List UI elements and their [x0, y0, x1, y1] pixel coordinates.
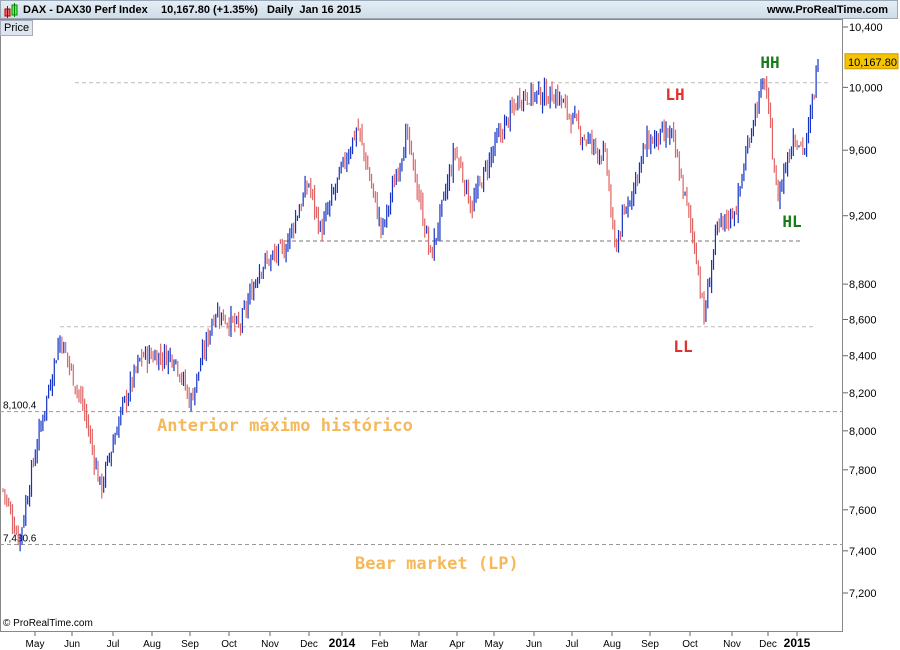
y-tick-label: 8,200: [849, 388, 877, 400]
y-tick-label: 10,000: [849, 82, 883, 94]
x-tick-label: Aug: [603, 639, 621, 650]
x-tick-label: Dec: [300, 639, 318, 650]
period-date: Daily Jan 16 2015: [267, 4, 362, 16]
last-price-change: 10,167.80 (+1.35%): [161, 4, 258, 16]
annotation-hl: HL: [782, 212, 801, 231]
y-tick-label: 8,400: [849, 351, 877, 363]
instrument-title: DAX - DAX30 Perf Index: [23, 4, 148, 16]
y-tick-label: 9,600: [849, 145, 877, 157]
price-tab[interactable]: Price: [0, 20, 34, 36]
x-tick-label: Jul: [107, 639, 120, 650]
x-tick-label: Oct: [682, 639, 698, 650]
x-tick-label: Nov: [261, 639, 279, 650]
x-tick-label: Sep: [641, 639, 659, 650]
annotation-ll: LL: [673, 337, 692, 356]
candlestick-icon: [4, 3, 18, 18]
last-price-box: [844, 53, 899, 70]
y-tick-label: 8,800: [849, 279, 877, 291]
x-tick-label: Jun: [64, 639, 80, 650]
y-tick-label: 8,000: [849, 426, 877, 438]
y-tick-label: 7,400: [849, 546, 877, 558]
y-tick-label: 7,600: [849, 505, 877, 517]
x-tick-label: Oct: [221, 639, 237, 650]
site-link[interactable]: www.ProRealTime.com: [767, 4, 889, 16]
x-tick-label: May: [26, 639, 45, 650]
annotation-hh: HH: [760, 53, 779, 72]
x-tick-label: Mar: [410, 639, 428, 650]
x-tick-label: 2014: [329, 636, 356, 650]
x-tick-label: Dec: [759, 639, 777, 650]
y-tick-label: 7,200: [849, 588, 877, 600]
x-tick-label: Aug: [143, 639, 161, 650]
plot-area[interactable]: [0, 19, 843, 632]
x-tick-label: Nov: [723, 639, 741, 650]
last-price-label: 10,167.80: [848, 57, 897, 69]
x-tick-label: Jul: [566, 639, 579, 650]
annotation-anterior-m-ximo-hist-rico: Anterior máximo histórico: [157, 416, 413, 436]
annotation-lh: LH: [665, 85, 684, 104]
x-tick-label: Apr: [449, 639, 465, 650]
x-tick-label: Feb: [371, 639, 389, 650]
x-tick-label: Sep: [181, 639, 199, 650]
annotation-bear-market-lp-: Bear market (LP): [355, 554, 519, 574]
x-tick-label: Jun: [526, 639, 542, 650]
level-label: 8,100.4: [3, 401, 37, 412]
y-tick-label: 7,800: [849, 465, 877, 477]
chart-title-bar: DAX - DAX30 Perf Index 10,167.80 (+1.35%…: [0, 0, 898, 19]
y-tick-label: 10,400: [849, 22, 883, 34]
copyright: © ProRealTime.com: [3, 618, 93, 629]
y-tick-label: 8,600: [849, 315, 877, 327]
y-tick-label: 9,200: [849, 211, 877, 223]
x-tick-label: 2015: [784, 636, 811, 650]
x-tick-label: May: [485, 639, 504, 650]
